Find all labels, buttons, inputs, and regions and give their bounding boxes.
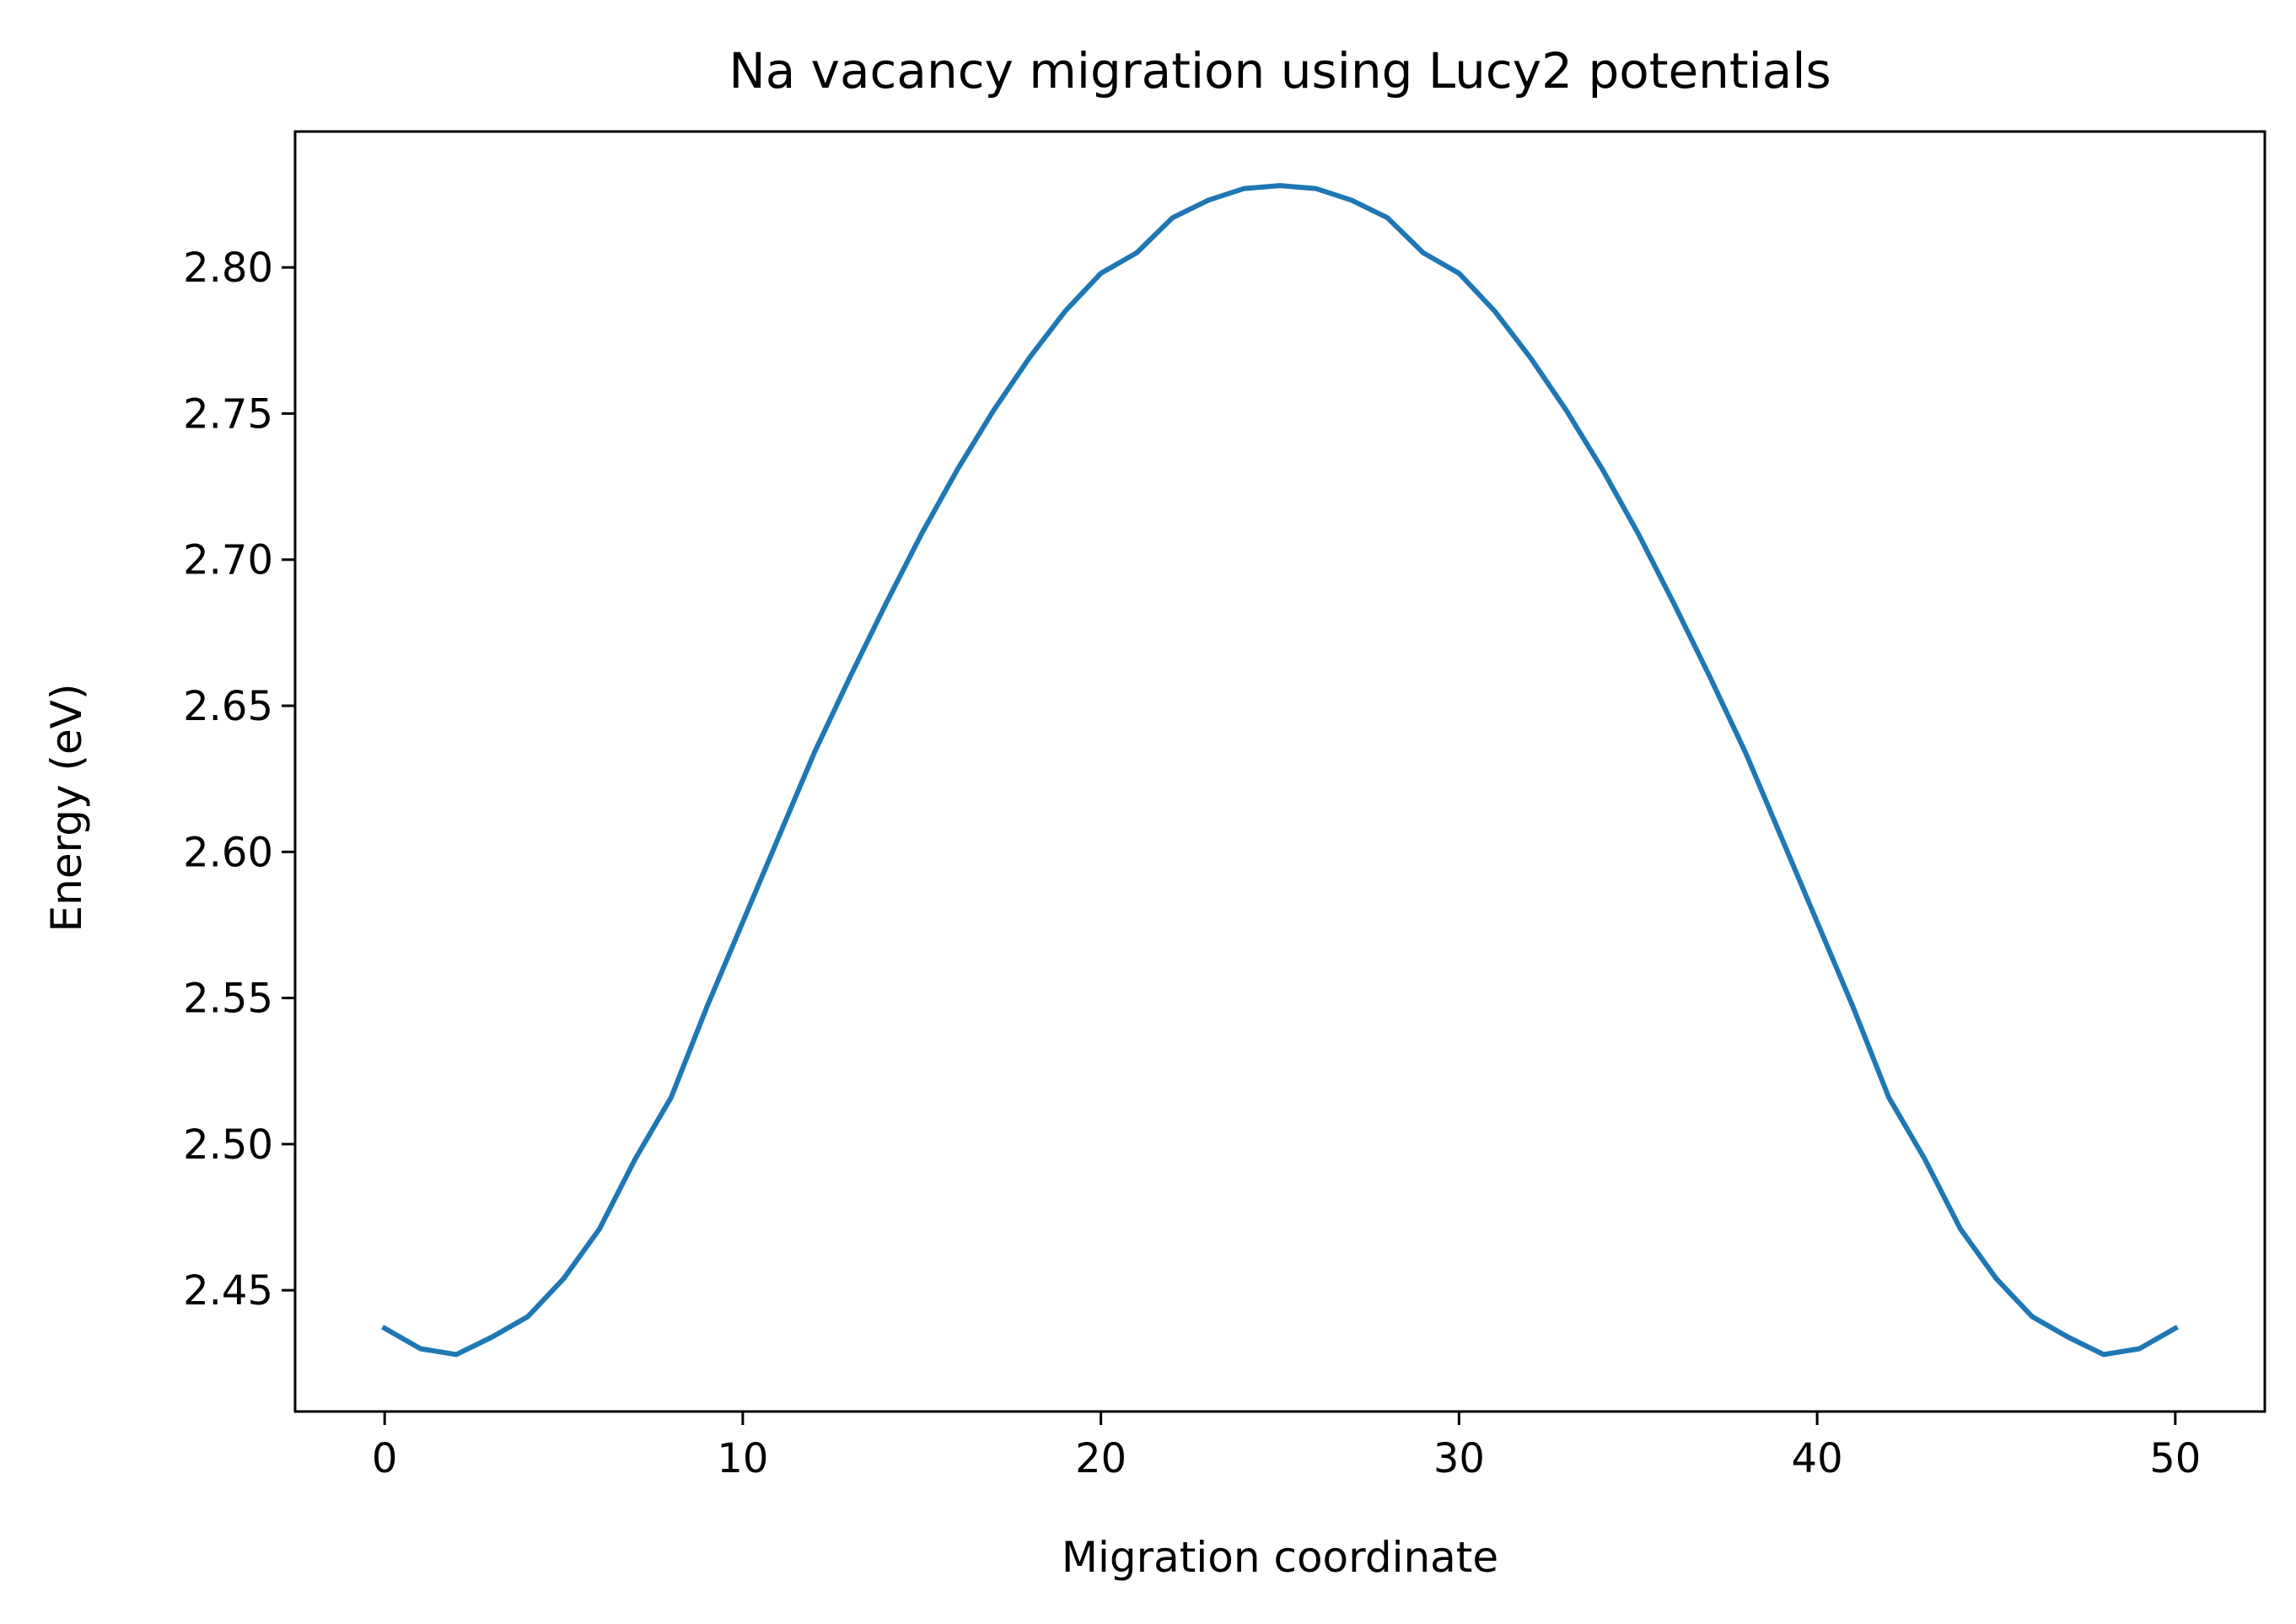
y-tick-label: 2.60 [183,829,273,876]
y-axis: 2.45 2.50 2.55 2.60 2.65 2.70 2.75 2.80 [183,245,295,1315]
y-tick-label: 2.55 [183,976,273,1023]
x-tick-label: 20 [1075,1435,1126,1482]
y-tick-label: 2.70 [183,537,273,584]
y-tick-label: 2.80 [183,245,273,292]
y-tick-label: 2.65 [183,683,273,730]
energy-series-line [381,183,2179,1358]
x-axis-label: Migration coordinate [1062,1533,1498,1582]
x-tick-label: 0 [372,1435,398,1482]
y-axis-label: Energy (eV) [42,684,91,933]
x-tick-label: 10 [717,1435,768,1482]
x-tick-label: 50 [2149,1435,2201,1482]
y-tick-label: 2.75 [183,390,273,438]
y-tick-label: 2.50 [183,1121,273,1169]
plot-frame [293,130,2266,1413]
plot-area [381,183,2179,1358]
x-tick-label: 40 [1792,1435,1843,1482]
y-tick-label: 2.45 [183,1267,273,1315]
chart-title: Na vacancy migration using Lucy2 potenti… [729,42,1831,99]
x-tick-label: 30 [1433,1435,1485,1482]
x-axis: 0 10 20 30 40 50 [372,1412,2201,1482]
